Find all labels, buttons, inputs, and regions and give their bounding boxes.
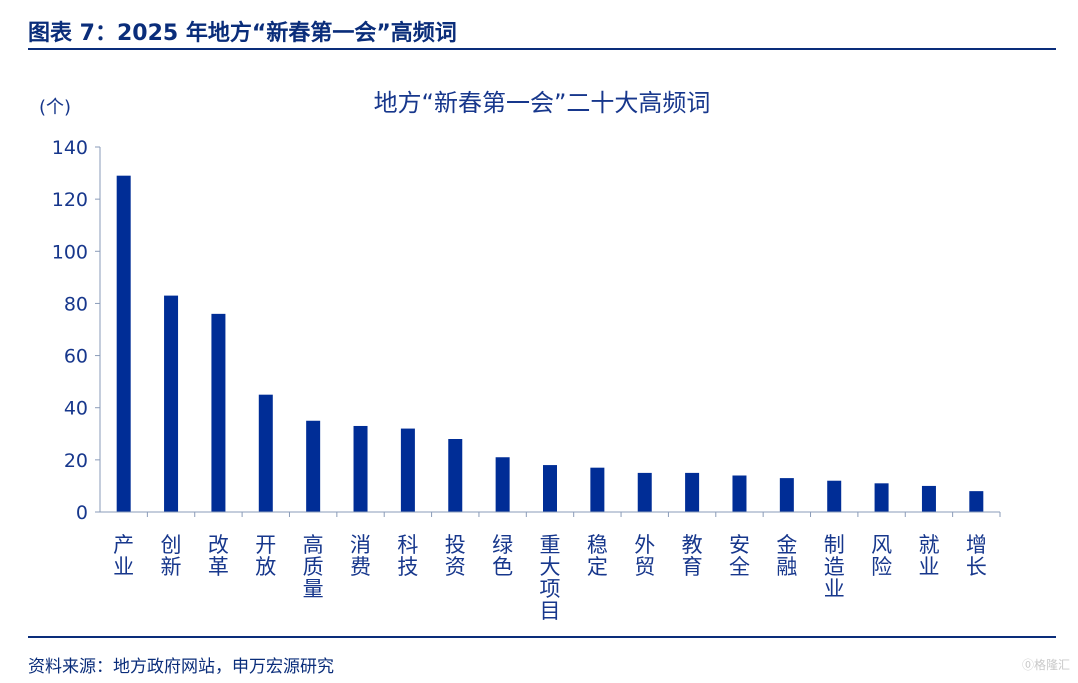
bar xyxy=(495,457,510,512)
x-tick-label: 教育 xyxy=(682,533,703,579)
x-tick-label: 绿色 xyxy=(492,533,513,579)
bar xyxy=(590,467,605,512)
bar xyxy=(827,480,842,512)
x-tick-label: 金融 xyxy=(776,533,797,579)
bar xyxy=(258,394,273,512)
x-tick-label: 外贸 xyxy=(634,533,655,579)
x-tick-label: 开放 xyxy=(255,533,276,579)
x-tick-label: 创新 xyxy=(161,533,182,579)
y-tick-label: 0 xyxy=(76,502,88,524)
bar xyxy=(685,472,700,512)
y-tick-label: 100 xyxy=(52,241,88,263)
x-tick-label: 安全 xyxy=(729,533,750,579)
footer-divider xyxy=(28,636,1056,638)
header-divider xyxy=(28,48,1056,50)
bar xyxy=(353,425,368,512)
bar xyxy=(732,475,747,512)
source-note: 资料来源：地方政府网站，申万宏源研究 xyxy=(28,657,334,677)
bar xyxy=(543,465,557,512)
y-tick-label: 120 xyxy=(52,189,88,211)
x-tick-label: 投资 xyxy=(445,533,466,579)
x-tick-label: 就业 xyxy=(918,533,939,579)
bar xyxy=(874,483,889,512)
x-tick-label: 改革 xyxy=(208,533,229,579)
y-axis-unit-label: (个) xyxy=(39,97,71,118)
x-tick-label: 制造业 xyxy=(824,533,845,601)
bar xyxy=(779,478,794,512)
x-tick-label: 科技 xyxy=(397,533,418,579)
y-tick-label: 40 xyxy=(64,398,88,420)
bar xyxy=(306,420,321,512)
x-tick-label: 风险 xyxy=(871,533,892,579)
bars xyxy=(116,175,984,512)
bar xyxy=(116,175,131,512)
x-tick-label: 稳定 xyxy=(587,533,608,579)
x-tick-label: 重大项目 xyxy=(540,533,561,623)
y-axis-ticks: 0 20 40 60 80 100 120 140 xyxy=(52,137,100,524)
bar xyxy=(637,472,652,512)
bar xyxy=(969,491,984,512)
chart-title: 地方“新春第一会”二十大高频词 xyxy=(374,89,711,117)
y-tick-label: 140 xyxy=(52,137,88,159)
x-tick-label: 产业 xyxy=(113,533,134,579)
y-tick-label: 60 xyxy=(64,346,88,368)
y-tick-label: 20 xyxy=(64,450,88,472)
bar xyxy=(400,428,415,512)
y-tick-label: 80 xyxy=(64,293,88,315)
figure-title: 图表 7：2025 年地方“新春第一会”高频词 xyxy=(28,21,457,46)
x-tick-label: 高质量 xyxy=(303,533,324,601)
watermark: ⓪格隆汇 xyxy=(1021,658,1070,672)
bar xyxy=(211,313,226,512)
bar xyxy=(164,295,179,512)
bar xyxy=(448,439,463,512)
bar xyxy=(921,485,936,512)
x-tick-label: 增长 xyxy=(966,533,987,579)
x-tick-label: 消费 xyxy=(350,533,371,579)
